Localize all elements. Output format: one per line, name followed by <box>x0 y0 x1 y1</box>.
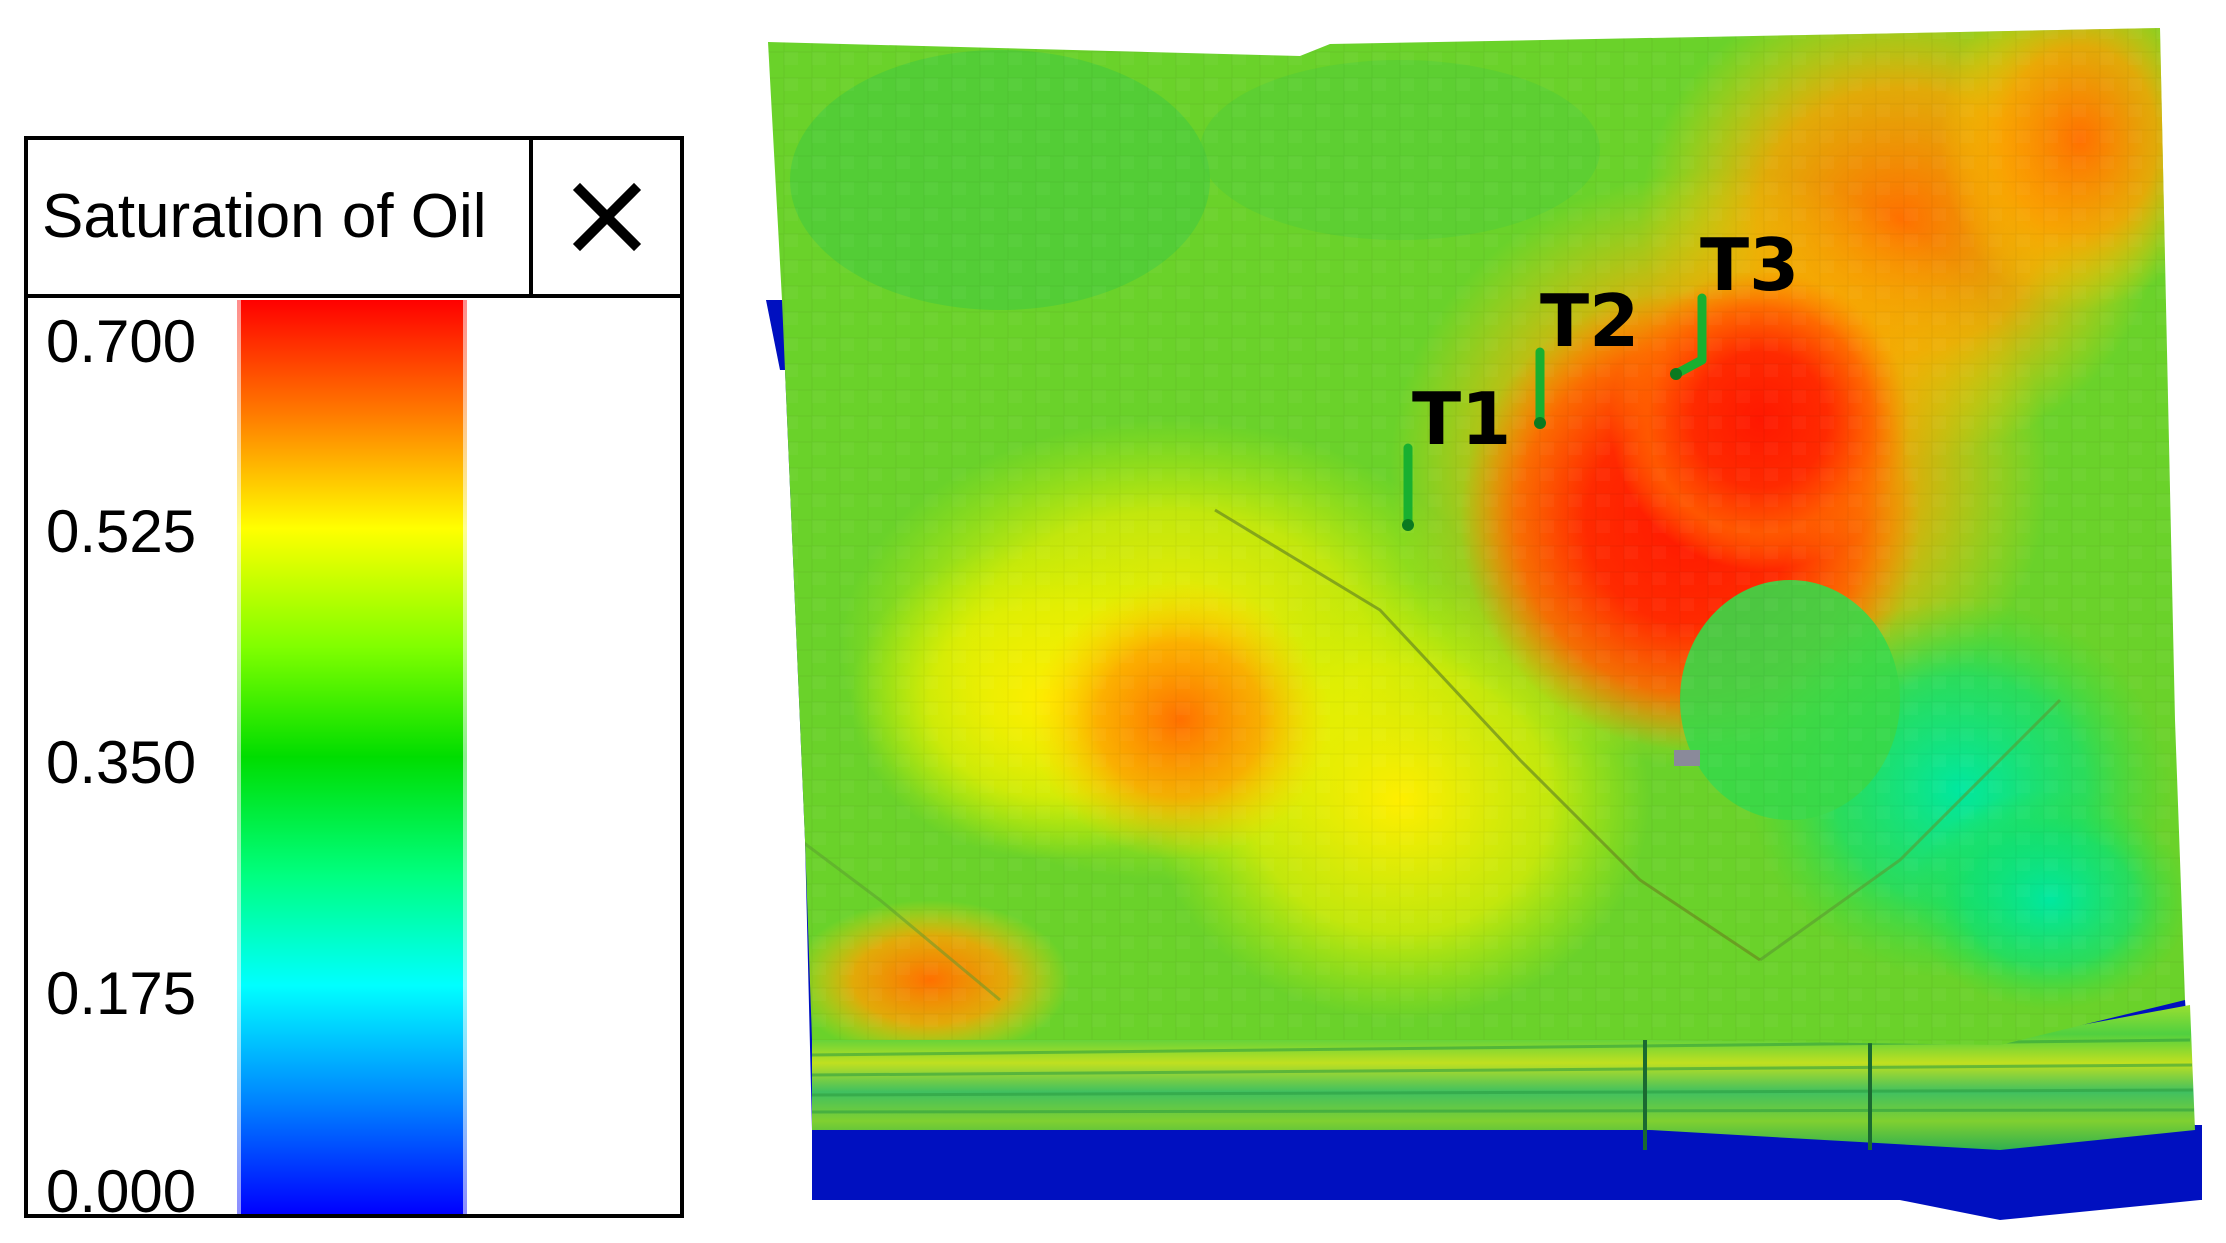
legend-close-button[interactable] <box>529 140 680 294</box>
close-icon <box>572 182 641 252</box>
well-t1[interactable] <box>1402 443 1414 531</box>
legend-tick-max: 0.700 <box>46 308 197 375</box>
well-label-t3: T3 <box>1700 223 1799 307</box>
well-label-t1: T1 <box>1412 377 1511 461</box>
legend-tick: 0.175 <box>46 960 197 1027</box>
model-grid-marker <box>1674 750 1700 766</box>
legend-tick: 0.350 <box>46 729 197 796</box>
legend-header: Saturation of Oil <box>28 140 680 298</box>
well-t2[interactable] <box>1534 347 1546 429</box>
color-scale-bar <box>237 300 467 1214</box>
well-t3[interactable] <box>1670 293 1707 380</box>
well-label-t2: T2 <box>1540 279 1639 363</box>
legend-tick-min: 0.000 <box>46 1158 197 1225</box>
saturation-legend: Saturation of Oil 0.700 0.525 0.350 0.17… <box>24 136 684 1222</box>
model-top-surface <box>768 28 2185 1045</box>
legend-title: Saturation of Oil <box>42 182 487 251</box>
legend-tick: 0.525 <box>46 498 197 565</box>
